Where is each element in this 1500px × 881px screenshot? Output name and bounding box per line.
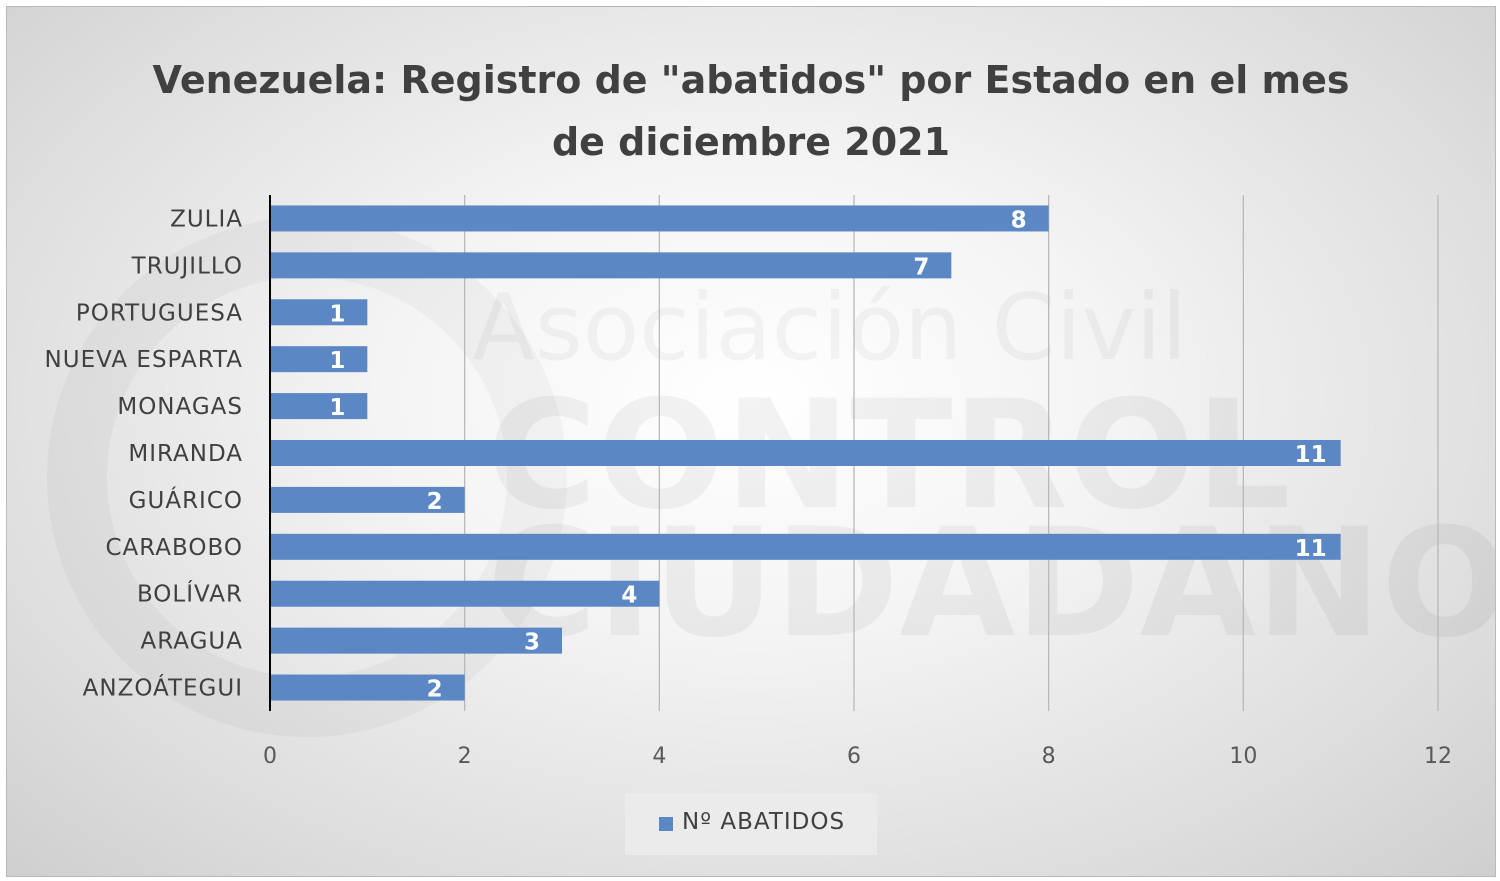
data-label: 1 bbox=[329, 395, 345, 421]
data-label: 4 bbox=[621, 583, 637, 609]
data-label: 11 bbox=[1295, 442, 1327, 468]
bar bbox=[270, 252, 952, 279]
chart-frame: Asociación Civil CONTROL CIUDADANO Venez… bbox=[6, 6, 1496, 877]
data-label: 2 bbox=[427, 489, 443, 515]
chart-title-line-2: de diciembre 2021 bbox=[552, 120, 950, 164]
x-tick-label: 4 bbox=[652, 744, 666, 769]
data-label: 7 bbox=[913, 254, 929, 280]
bar bbox=[270, 674, 465, 701]
category-label: NUEVA ESPARTA bbox=[45, 347, 243, 373]
category-label: ANZOÁTEGUI bbox=[83, 674, 243, 702]
category-label: PORTUGUESA bbox=[76, 300, 243, 326]
x-tick-labels: 0 2 4 6 8 10 12 bbox=[263, 744, 1452, 769]
bar bbox=[270, 393, 368, 420]
bar bbox=[270, 627, 562, 654]
x-tick-label: 10 bbox=[1229, 744, 1257, 769]
bar bbox=[270, 440, 1341, 466]
category-label: ARAGUA bbox=[140, 629, 243, 655]
chart-title-line-1: Venezuela: Registro de "abatidos" por Es… bbox=[153, 58, 1350, 102]
data-label: 1 bbox=[329, 348, 345, 374]
legend-swatch bbox=[659, 817, 673, 831]
category-label: ZULIA bbox=[170, 206, 243, 232]
watermark-line-1: Asociación Civil bbox=[472, 274, 1187, 381]
data-label: 3 bbox=[524, 630, 540, 656]
bar bbox=[270, 533, 1341, 560]
x-tick-label: 2 bbox=[458, 744, 472, 769]
legend: Nº ABATIDOS bbox=[625, 793, 877, 855]
data-label: 2 bbox=[427, 677, 443, 703]
x-tick-label: 12 bbox=[1424, 744, 1452, 769]
category-label: CARABOBO bbox=[105, 535, 243, 561]
data-label: 1 bbox=[329, 301, 345, 327]
x-tick-label: 8 bbox=[1042, 744, 1056, 769]
data-label: 8 bbox=[1011, 207, 1027, 233]
category-label: BOLÍVAR bbox=[137, 580, 243, 608]
category-label: MONAGAS bbox=[117, 394, 243, 420]
category-label: TRUJILLO bbox=[131, 253, 243, 279]
bar bbox=[270, 205, 1049, 232]
bar-chart: Asociación Civil CONTROL CIUDADANO Venez… bbox=[45, 58, 1495, 855]
bar bbox=[270, 580, 660, 607]
bar bbox=[270, 346, 368, 373]
category-label: MIRANDA bbox=[128, 441, 243, 467]
bar bbox=[270, 299, 368, 326]
category-label: GUÁRICO bbox=[129, 486, 243, 514]
bar bbox=[270, 486, 465, 513]
category-labels: ZULIA TRUJILLO PORTUGUESA NUEVA ESPARTA MONA… bbox=[45, 206, 243, 702]
x-tick-label: 0 bbox=[263, 744, 277, 769]
x-tick-label: 6 bbox=[847, 744, 861, 769]
legend-label: Nº ABATIDOS bbox=[682, 809, 845, 835]
bars bbox=[270, 205, 1341, 701]
data-label: 11 bbox=[1295, 536, 1327, 562]
